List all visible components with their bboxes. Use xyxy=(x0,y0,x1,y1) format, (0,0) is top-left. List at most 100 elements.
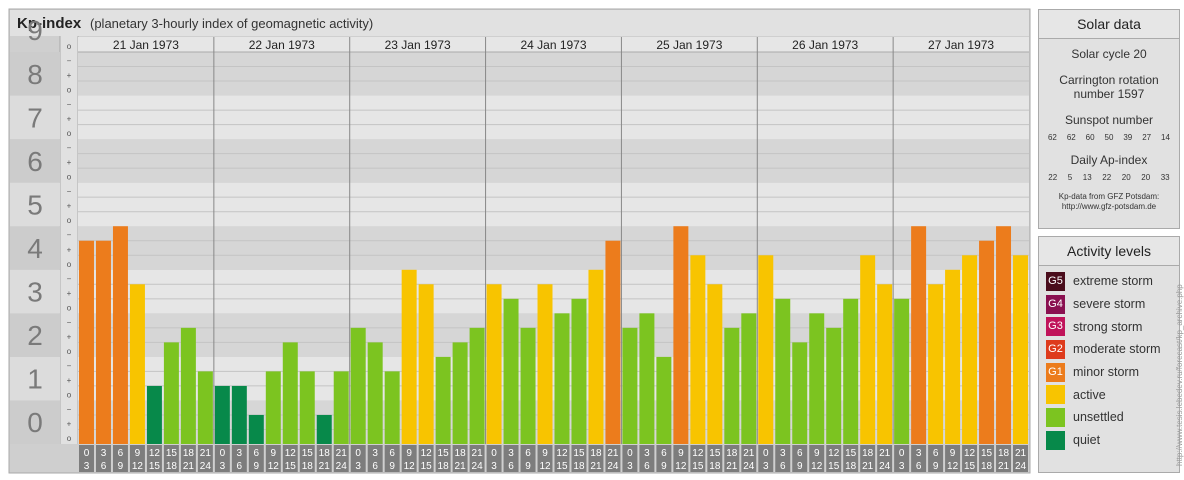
interval-end-label: 9 xyxy=(933,461,939,472)
y-axis-band xyxy=(10,226,60,270)
level-row: G4 severe storm xyxy=(1046,293,1179,316)
interval-end-label: 6 xyxy=(372,461,378,472)
interval-start-label: 6 xyxy=(797,448,803,459)
carrington-line2: number 1597 xyxy=(1073,87,1145,101)
day-header-strip xyxy=(78,37,1029,52)
interval-box xyxy=(79,445,94,472)
level-swatch: G1 xyxy=(1046,362,1065,382)
interval-end-label: 12 xyxy=(404,461,416,472)
kp-bar xyxy=(639,313,655,444)
activity-levels-title: Activity levels xyxy=(1039,237,1179,266)
interval-end-label: 12 xyxy=(675,461,687,472)
interval-end-label: 15 xyxy=(828,461,840,472)
interval-box xyxy=(843,445,859,472)
day-label: 27 Jan 1973 xyxy=(928,38,994,52)
interval-end-label: 18 xyxy=(981,461,993,472)
interval-box xyxy=(503,445,519,472)
interval-end-label: 15 xyxy=(421,461,433,472)
kp-bar xyxy=(877,284,893,444)
interval-box xyxy=(826,445,842,472)
level-row: unsettled xyxy=(1046,406,1179,429)
y-tick-label: 8 xyxy=(27,59,43,90)
sunspot-value: 60 xyxy=(1085,133,1095,142)
interval-box xyxy=(265,445,281,472)
kp-bar xyxy=(401,269,417,444)
kp-bar xyxy=(503,298,519,444)
interval-box xyxy=(197,445,213,472)
interval-box xyxy=(639,445,655,472)
interval-box xyxy=(673,445,689,472)
interval-box xyxy=(231,445,247,472)
y-subtick-label: − xyxy=(67,100,72,109)
interval-start-label: 18 xyxy=(998,448,1010,459)
kp-bar xyxy=(350,327,366,444)
level-swatch: G3 xyxy=(1046,317,1065,337)
interval-box xyxy=(1013,445,1028,472)
sunspot-values: 62 62 60 50 39 27 14 xyxy=(1039,133,1179,142)
interval-start-label: 21 xyxy=(200,448,212,459)
interval-box xyxy=(622,445,638,472)
interval-end-label: 15 xyxy=(556,461,568,472)
credit-line1: Kp-data from GFZ Potsdam: xyxy=(1058,192,1160,201)
y-subtick-label: + xyxy=(67,115,72,124)
level-swatch: G4 xyxy=(1046,294,1065,314)
interval-box xyxy=(299,445,315,472)
interval-box xyxy=(707,445,723,472)
interval-box xyxy=(452,445,468,472)
y-axis-band xyxy=(10,95,60,140)
interval-box xyxy=(95,445,111,472)
y-subtick-label: + xyxy=(67,332,72,341)
kp-bar xyxy=(282,342,298,444)
y-tick-label: 3 xyxy=(27,277,43,308)
interval-box xyxy=(520,445,536,472)
kp-bar xyxy=(690,255,706,444)
level-row: G1 minor storm xyxy=(1046,361,1179,384)
interval-box xyxy=(605,445,621,472)
y-tick-label: 7 xyxy=(27,102,43,133)
interval-end-label: 3 xyxy=(491,461,497,472)
interval-end-label: 3 xyxy=(627,461,633,472)
interval-box xyxy=(775,445,791,472)
credit-link[interactable]: http://www.gfz-potsdam.de xyxy=(1061,202,1157,211)
y-axis-band xyxy=(10,182,60,227)
kp-bar xyxy=(775,298,791,444)
level-label: strong storm xyxy=(1073,319,1143,334)
interval-end-label: 21 xyxy=(726,461,738,472)
y-subtick-label: + xyxy=(67,245,72,254)
y-tick-label: 9 xyxy=(27,15,43,46)
interval-box xyxy=(928,445,944,472)
interval-end-label: 9 xyxy=(254,461,260,472)
interval-start-label: 12 xyxy=(828,448,840,459)
interval-start-label: 12 xyxy=(285,448,297,459)
kp-bar xyxy=(741,313,757,444)
interval-end-label: 3 xyxy=(84,461,90,472)
interval-end-label: 9 xyxy=(797,461,803,472)
interval-start-label: 18 xyxy=(726,448,738,459)
kp-bar xyxy=(1013,255,1028,444)
interval-box xyxy=(690,445,706,472)
interval-box xyxy=(554,445,570,472)
kp-bar xyxy=(231,385,247,444)
interval-end-label: 6 xyxy=(916,461,922,472)
kp-bar xyxy=(928,284,944,444)
y-tick-label: 5 xyxy=(27,189,43,220)
interval-start-label: 0 xyxy=(491,448,497,459)
y-subtick-label: o xyxy=(67,260,72,269)
interval-start-label: 9 xyxy=(135,448,141,459)
interval-start-label: 9 xyxy=(542,448,548,459)
interval-start-label: 0 xyxy=(84,448,90,459)
kp-bar xyxy=(826,327,842,444)
level-swatch xyxy=(1046,407,1065,427)
interval-end-label: 24 xyxy=(743,461,755,472)
kp-bar xyxy=(758,255,774,444)
interval-start-label: 0 xyxy=(220,448,226,459)
interval-end-label: 15 xyxy=(285,461,297,472)
interval-end-label: 24 xyxy=(336,461,348,472)
y-subtick-label: − xyxy=(67,187,72,196)
level-swatch: G2 xyxy=(1046,339,1065,359)
interval-start-label: 18 xyxy=(319,448,331,459)
interval-end-label: 3 xyxy=(355,461,361,472)
interval-end-label: 24 xyxy=(200,461,212,472)
interval-box xyxy=(384,445,400,472)
y-tick-label: 6 xyxy=(27,146,43,177)
